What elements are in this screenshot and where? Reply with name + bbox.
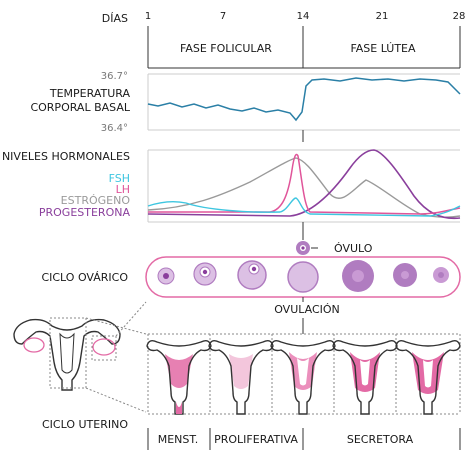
uterus-stage-menstruation bbox=[146, 339, 212, 415]
days-label: DÍAS bbox=[102, 12, 128, 25]
ovary-zoom-box bbox=[91, 335, 117, 361]
day-tick-7: 7 bbox=[220, 11, 226, 22]
uterine-phase-axis bbox=[147, 428, 461, 450]
legend-progesterone: PROGESTERONA bbox=[39, 206, 131, 219]
ovarian-cycle-label: CICLO OVÁRICO bbox=[41, 271, 128, 284]
day-tick-14: 14 bbox=[297, 11, 310, 22]
ovum bbox=[296, 241, 318, 255]
phase-follicular: FASE FOLICULAR bbox=[180, 42, 272, 55]
ovary-zoom-line bbox=[115, 301, 147, 337]
ovum-label: ÓVULO bbox=[334, 242, 373, 255]
fsh-curve bbox=[147, 197, 461, 217]
day-tick-1: 1 bbox=[145, 11, 151, 22]
day-tick-28: 28 bbox=[453, 11, 466, 22]
legend-lh: LH bbox=[116, 183, 130, 196]
temperature-label-line1: TEMPERATURA bbox=[49, 87, 131, 100]
uterine-phase-proliferative: PROLIFERATIVA bbox=[214, 433, 298, 446]
follicle-2 bbox=[193, 262, 217, 286]
ruptured-follicle bbox=[287, 261, 319, 293]
follicle-1 bbox=[157, 267, 175, 285]
follicle-3 bbox=[237, 260, 267, 290]
uterus-stage-proliferative-early bbox=[208, 339, 274, 415]
corpus-luteum bbox=[342, 260, 374, 292]
temperature-curve bbox=[147, 77, 461, 122]
ovulation-label: OVULACIÓN bbox=[274, 303, 340, 316]
corpus-luteum-regressing bbox=[393, 263, 417, 287]
uterus-stage-secretory-late bbox=[395, 339, 461, 415]
phase-bracket bbox=[147, 26, 461, 69]
temperature-label-line2: CORPORAL BASAL bbox=[30, 101, 130, 114]
phase-luteal: FASE LÚTEA bbox=[350, 42, 416, 55]
day-tick-21: 21 bbox=[376, 11, 389, 22]
uterine-phase-menstrual: MENST. bbox=[158, 433, 199, 446]
legend-estrogen: ESTRÓGENO bbox=[61, 194, 131, 207]
uterus-zoom-line-bottom bbox=[85, 387, 147, 413]
lh-curve bbox=[148, 153, 461, 215]
uterine-cycle-label: CICLO UTERINO bbox=[42, 418, 128, 431]
uterus-stage-secretory-early bbox=[332, 339, 398, 415]
corpus-albicans bbox=[433, 267, 449, 283]
uterine-phase-secretory: SECRETORA bbox=[347, 433, 414, 446]
temperature-max-label: 36.7° bbox=[101, 71, 128, 82]
uterus-illustration bbox=[13, 318, 121, 391]
legend-fsh: FSH bbox=[109, 172, 130, 185]
uterus-zoom-box bbox=[49, 317, 87, 389]
temperature-panel-frame bbox=[147, 73, 460, 131]
hormones-title: NIVELES HORMONALES bbox=[2, 150, 130, 163]
temperature-min-label: 36.4° bbox=[101, 123, 128, 134]
progesterone-curve bbox=[147, 149, 461, 220]
uterus-stage-proliferative-late bbox=[270, 339, 336, 415]
